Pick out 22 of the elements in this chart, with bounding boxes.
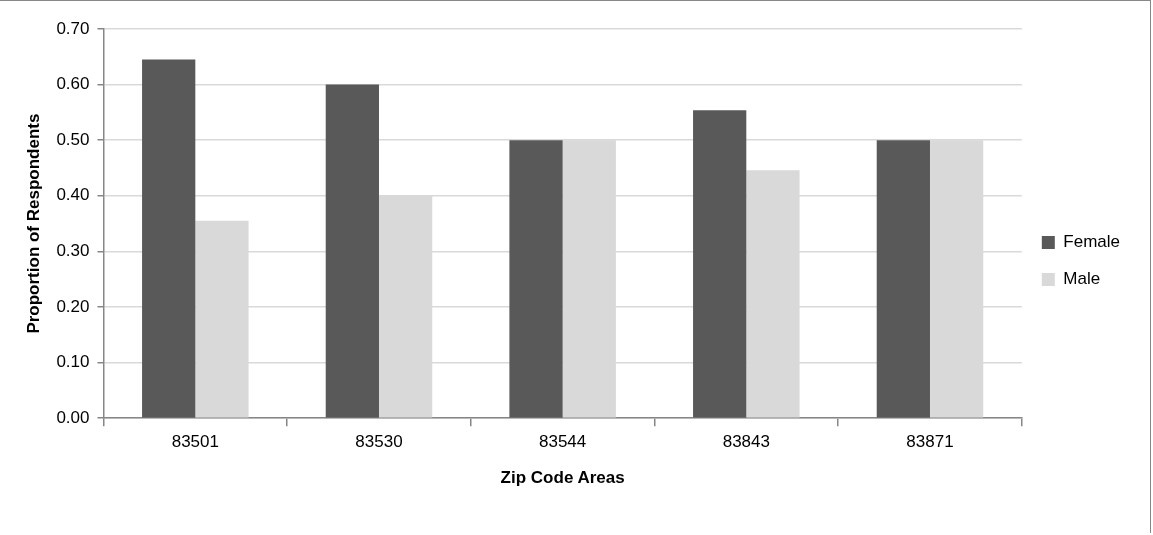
legend-label: Male: [1063, 269, 1101, 289]
y-tick-label: 0.20: [56, 296, 90, 316]
y-axis-title: Proportion of Respondents: [23, 113, 43, 334]
bar: [325, 84, 379, 418]
x-tick-label: 83501: [171, 432, 219, 452]
x-tick-label: 83871: [906, 432, 954, 452]
y-tick-label: 0.30: [56, 241, 90, 261]
legend-label: Female: [1063, 232, 1120, 252]
bar: [693, 110, 747, 418]
bar: [142, 59, 196, 418]
y-tick-label: 0.40: [56, 185, 90, 205]
x-tick-label: 83530: [355, 432, 403, 452]
y-tick-label: 0.60: [56, 74, 90, 94]
bar: [876, 140, 930, 418]
y-tick-label: 0.00: [56, 407, 90, 427]
y-tick-label: 0.50: [56, 129, 90, 149]
x-axis-title: Zip Code Areas: [500, 468, 625, 488]
bar: [509, 140, 563, 418]
y-tick-label: 0.70: [56, 18, 90, 38]
y-tick-label: 0.10: [56, 352, 90, 372]
x-tick-label: 83843: [722, 432, 770, 452]
x-tick-label: 83544: [539, 432, 587, 452]
